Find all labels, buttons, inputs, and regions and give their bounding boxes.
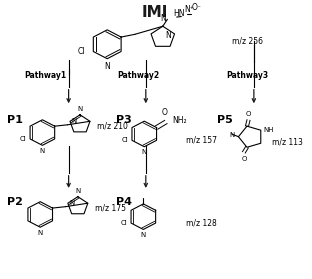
Text: N⁺: N⁺ xyxy=(184,5,194,14)
Text: P3: P3 xyxy=(116,115,132,125)
Text: NH: NH xyxy=(264,127,274,133)
Text: HN: HN xyxy=(173,9,184,18)
Text: N: N xyxy=(69,200,75,206)
Text: N: N xyxy=(37,230,43,236)
Text: O⁻: O⁻ xyxy=(192,3,202,12)
Text: Cl: Cl xyxy=(120,220,127,226)
Text: N: N xyxy=(77,106,83,112)
Text: IMI: IMI xyxy=(142,5,168,20)
Text: m/z 113: m/z 113 xyxy=(272,138,303,147)
Text: Cl: Cl xyxy=(78,47,85,56)
Text: Cl: Cl xyxy=(20,136,27,142)
Text: O: O xyxy=(241,156,246,162)
Text: O: O xyxy=(246,111,251,117)
Text: N: N xyxy=(71,118,77,124)
Text: N: N xyxy=(165,31,171,40)
Text: O: O xyxy=(162,108,168,117)
Text: N: N xyxy=(141,232,146,238)
Text: N: N xyxy=(40,148,45,154)
Text: m/z 210: m/z 210 xyxy=(97,121,128,130)
Text: Pathway3: Pathway3 xyxy=(227,71,269,80)
Text: P4: P4 xyxy=(116,197,133,207)
Text: N: N xyxy=(160,15,166,23)
Text: m/z 256: m/z 256 xyxy=(232,37,263,45)
Text: Pathway2: Pathway2 xyxy=(117,71,159,80)
Text: NH₂: NH₂ xyxy=(172,116,187,125)
Text: N: N xyxy=(104,62,110,71)
Text: Cl: Cl xyxy=(121,137,128,143)
Text: N: N xyxy=(75,188,80,194)
Text: P2: P2 xyxy=(7,197,23,207)
Text: P1: P1 xyxy=(7,115,23,125)
Text: N: N xyxy=(230,132,235,138)
Text: m/z 157: m/z 157 xyxy=(186,135,217,144)
Text: m/z 175: m/z 175 xyxy=(95,203,126,212)
Text: Pathway1: Pathway1 xyxy=(24,71,66,80)
Text: m/z 128: m/z 128 xyxy=(186,218,217,227)
Text: N: N xyxy=(142,150,147,155)
Text: P5: P5 xyxy=(217,115,232,125)
